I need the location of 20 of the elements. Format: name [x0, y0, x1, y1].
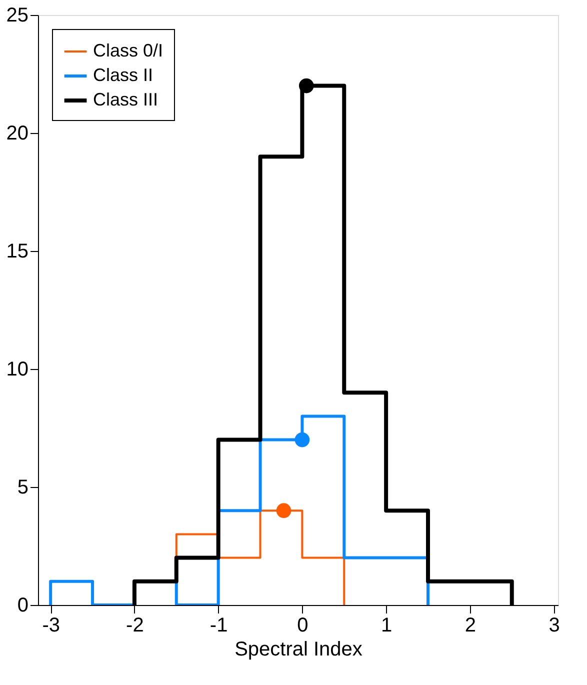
- legend-label: Class 0/I: [93, 40, 164, 60]
- x-tick-label: -3: [42, 614, 60, 636]
- x-axis-title: Spectral Index: [234, 638, 362, 660]
- y-tick-label: 20: [6, 122, 28, 144]
- y-tick-label: 25: [6, 4, 28, 26]
- point: [276, 503, 292, 518]
- y-tick-label: 0: [17, 594, 28, 616]
- legend-label: Class III: [93, 90, 158, 110]
- y-tick-label: 5: [17, 476, 28, 498]
- x-tick-label: 2: [464, 614, 476, 636]
- x-tick-label: 1: [381, 614, 392, 636]
- point: [294, 432, 310, 448]
- legend-label: Class II: [93, 65, 154, 85]
- x-tick-label: -1: [210, 614, 228, 636]
- x-tick-label: 0: [297, 614, 308, 636]
- y-tick-label: 15: [6, 240, 28, 262]
- x-tick-label: -2: [126, 614, 144, 636]
- x-tick-label: 3: [548, 614, 560, 636]
- point: [298, 78, 314, 94]
- y-tick-label: 10: [6, 358, 28, 380]
